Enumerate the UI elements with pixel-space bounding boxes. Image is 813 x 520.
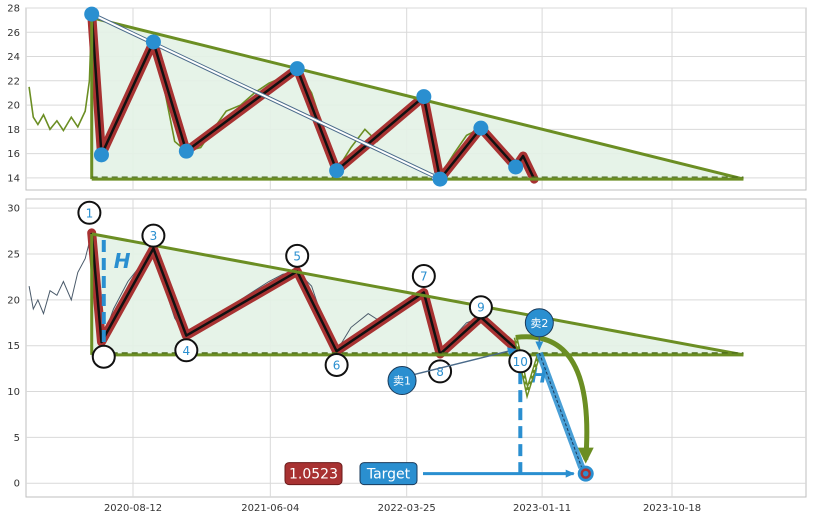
top-y-tick-label: 16	[7, 149, 20, 160]
wave-label-circle	[285, 243, 310, 268]
x-tick-label: 2023-10-18	[643, 503, 701, 514]
wave-label-text: 8	[436, 365, 444, 379]
pivot-point	[329, 163, 345, 179]
wave-label-text: 9	[477, 301, 485, 315]
wave-label-text: 3	[150, 229, 158, 243]
top-y-tick-label: 28	[7, 4, 20, 15]
wave-label-circle	[508, 349, 533, 374]
target-annotation: 1.0523 Target	[284, 462, 594, 486]
wave-labels: 1 3 4 5 6 7 8 9 10	[77, 200, 533, 384]
bottom-y-tick-label: 5	[14, 433, 20, 444]
wave-label-circle	[324, 352, 349, 377]
bottom-zigzag-inner	[90, 232, 517, 356]
wave-label-text: 7	[420, 270, 428, 284]
bottom-y-tick-label: 15	[7, 341, 20, 352]
bottom-y-axis: 0 5 10 15 20 25 30	[7, 204, 20, 490]
sell-circle	[387, 366, 417, 396]
bottom-resistance-line	[91, 232, 744, 357]
pivot-point	[432, 171, 448, 187]
sell-circle	[524, 308, 554, 338]
pivot-point	[93, 147, 109, 163]
wave-label-text: 5	[293, 249, 301, 263]
bottom-y-tick-label: 30	[7, 204, 20, 215]
height-label: H	[114, 249, 131, 273]
x-tick-label: 2023-01-11	[513, 503, 571, 514]
pivot-point	[178, 143, 194, 159]
target-label-text: Target	[366, 467, 411, 483]
target-point-inner	[580, 468, 591, 479]
top-y-tick-label: 20	[7, 101, 20, 112]
sell-pointer	[413, 347, 517, 376]
top-y-tick-label: 14	[7, 173, 20, 184]
projection-curve	[515, 334, 590, 460]
top-y-axis: 14 16 18 20 22 24 26 28	[7, 4, 20, 185]
x-tick-label: 2022-03-25	[378, 503, 436, 514]
wave-label-circle	[411, 264, 436, 289]
wave-label-text: 10	[513, 355, 528, 369]
x-tick-label: 2020-08-12	[104, 503, 162, 514]
bottom-y-tick-label: 0	[14, 479, 20, 490]
sell-points: 卖1 卖2	[387, 308, 554, 396]
pivot-point	[289, 61, 305, 77]
top-y-tick-label: 18	[7, 125, 20, 136]
wave-label-circle	[141, 223, 166, 248]
sell-label: 卖2	[530, 317, 548, 330]
target-point-outer	[577, 465, 594, 482]
wave-label-text: 4	[183, 344, 191, 358]
top-y-tick-label: 24	[7, 52, 20, 63]
bottom-y-tick-label: 25	[7, 250, 20, 261]
pivot-point	[508, 159, 524, 175]
x-tick-label: 2021-06-04	[241, 503, 299, 514]
sell-to-target-dash	[538, 352, 583, 468]
bottom-triangle-lines	[90, 232, 744, 357]
bottom-zigzag	[87, 228, 521, 359]
projection-path	[513, 334, 594, 469]
target-value-badge	[284, 462, 343, 486]
target-badge	[359, 462, 418, 486]
wave-label-circle	[91, 344, 116, 369]
top-pivot-points	[84, 6, 524, 187]
bottom-y-tick-label: 20	[7, 295, 20, 306]
wave-label-circle	[174, 338, 199, 363]
top-y-tick-label: 26	[7, 28, 20, 39]
pivot-point	[84, 6, 100, 22]
bottom-y-tick-label: 10	[7, 387, 20, 398]
wave-label-text: 6	[333, 358, 341, 372]
wave-label-circle	[468, 295, 493, 320]
top-panel: 14 16 18 20 22 24 26 28	[7, 4, 807, 191]
pivot-point	[145, 34, 161, 50]
sell-label: 卖1	[393, 375, 411, 388]
wave-label-text: 1	[86, 206, 94, 220]
pivot-point	[416, 89, 432, 105]
wave-label-circle	[77, 200, 102, 225]
bottom-x-axis: 2020-08-12 2021-06-04 2022-03-25 2023-01-11…	[104, 503, 701, 514]
pivot-point	[473, 120, 489, 136]
top-y-tick-label: 22	[7, 76, 20, 87]
target-value-text: 1.0523	[289, 467, 338, 483]
projection-arrowhead	[577, 447, 594, 464]
